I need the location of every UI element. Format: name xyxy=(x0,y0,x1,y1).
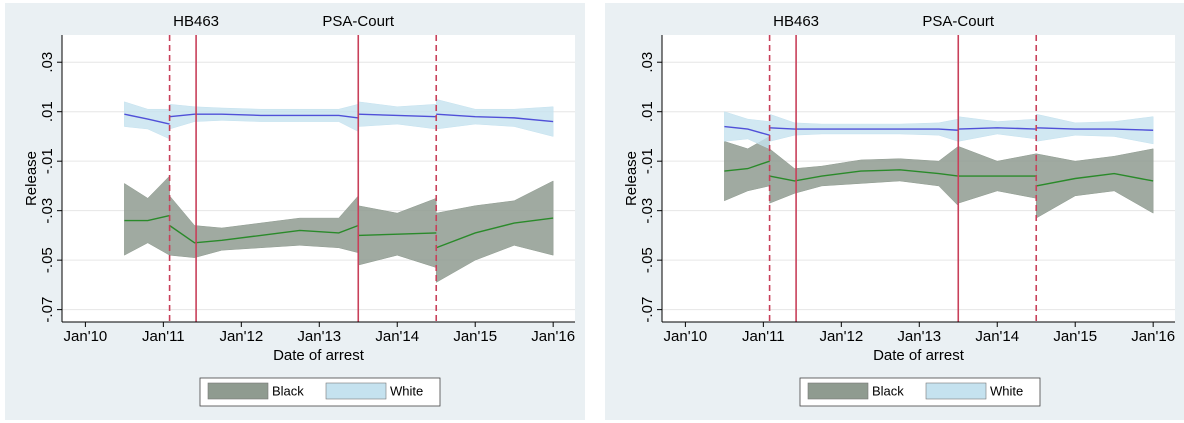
x-tick-label: Jan'11 xyxy=(142,328,185,345)
legend-label: Black xyxy=(272,383,304,398)
series-line xyxy=(124,214,554,249)
legend-swatch xyxy=(925,382,987,400)
x-tick-label: Jan'12 xyxy=(819,328,863,345)
y-tick-label: .01 xyxy=(639,101,656,122)
x-tick-label: Jan'16 xyxy=(1131,328,1175,345)
confidence-band xyxy=(1035,148,1154,219)
y-axis-label: Release xyxy=(623,151,640,206)
series-line xyxy=(724,125,1154,136)
y-tick-label: -.01 xyxy=(39,148,56,174)
legend-label: Black xyxy=(872,383,904,398)
x-tick-label: Jan'14 xyxy=(975,328,1019,345)
x-tick-label: Jan'10 xyxy=(664,328,708,345)
plot-area xyxy=(62,35,575,322)
x-tick-label: Jan'13 xyxy=(297,328,341,345)
x-tick-label: Jan'12 xyxy=(219,328,263,345)
x-tick-label: Jan'15 xyxy=(453,328,497,345)
y-tick-label: .03 xyxy=(639,52,656,73)
y-tick-label: -.05 xyxy=(639,247,656,273)
y-tick-label: -.01 xyxy=(639,148,656,174)
y-tick-label: .03 xyxy=(39,52,56,73)
series-line xyxy=(124,113,554,125)
x-tick-label: Jan'13 xyxy=(897,328,941,345)
y-tick-label: -.07 xyxy=(39,297,56,323)
y-tick-label: -.05 xyxy=(39,247,56,273)
x-tick-label: Jan'10 xyxy=(64,328,108,345)
legend-swatch xyxy=(807,382,869,400)
y-tick-label: -.07 xyxy=(639,297,656,323)
y-axis-label: Release xyxy=(23,151,40,206)
x-tick-label: Jan'11 xyxy=(742,328,785,345)
x-axis-label: Date of arrest xyxy=(273,347,365,364)
legend-swatch xyxy=(325,382,387,400)
x-tick-label: Jan'15 xyxy=(1053,328,1097,345)
annotation: PSA-Court xyxy=(922,13,995,30)
legend-label: White xyxy=(390,383,423,398)
annotation: HB463 xyxy=(773,13,819,30)
y-tick-label: .01 xyxy=(39,101,56,122)
x-axis-label: Date of arrest xyxy=(873,347,965,364)
confidence-band xyxy=(435,180,554,283)
annotation: PSA-Court xyxy=(322,13,395,30)
legend-label: White xyxy=(990,383,1023,398)
y-tick-label: -.03 xyxy=(39,198,56,224)
x-tick-label: Jan'14 xyxy=(375,328,419,345)
legend-swatch xyxy=(207,382,269,400)
series-line xyxy=(724,160,1154,187)
y-tick-label: -.03 xyxy=(639,198,656,224)
x-tick-label: Jan'16 xyxy=(531,328,575,345)
annotation: HB463 xyxy=(173,13,219,30)
